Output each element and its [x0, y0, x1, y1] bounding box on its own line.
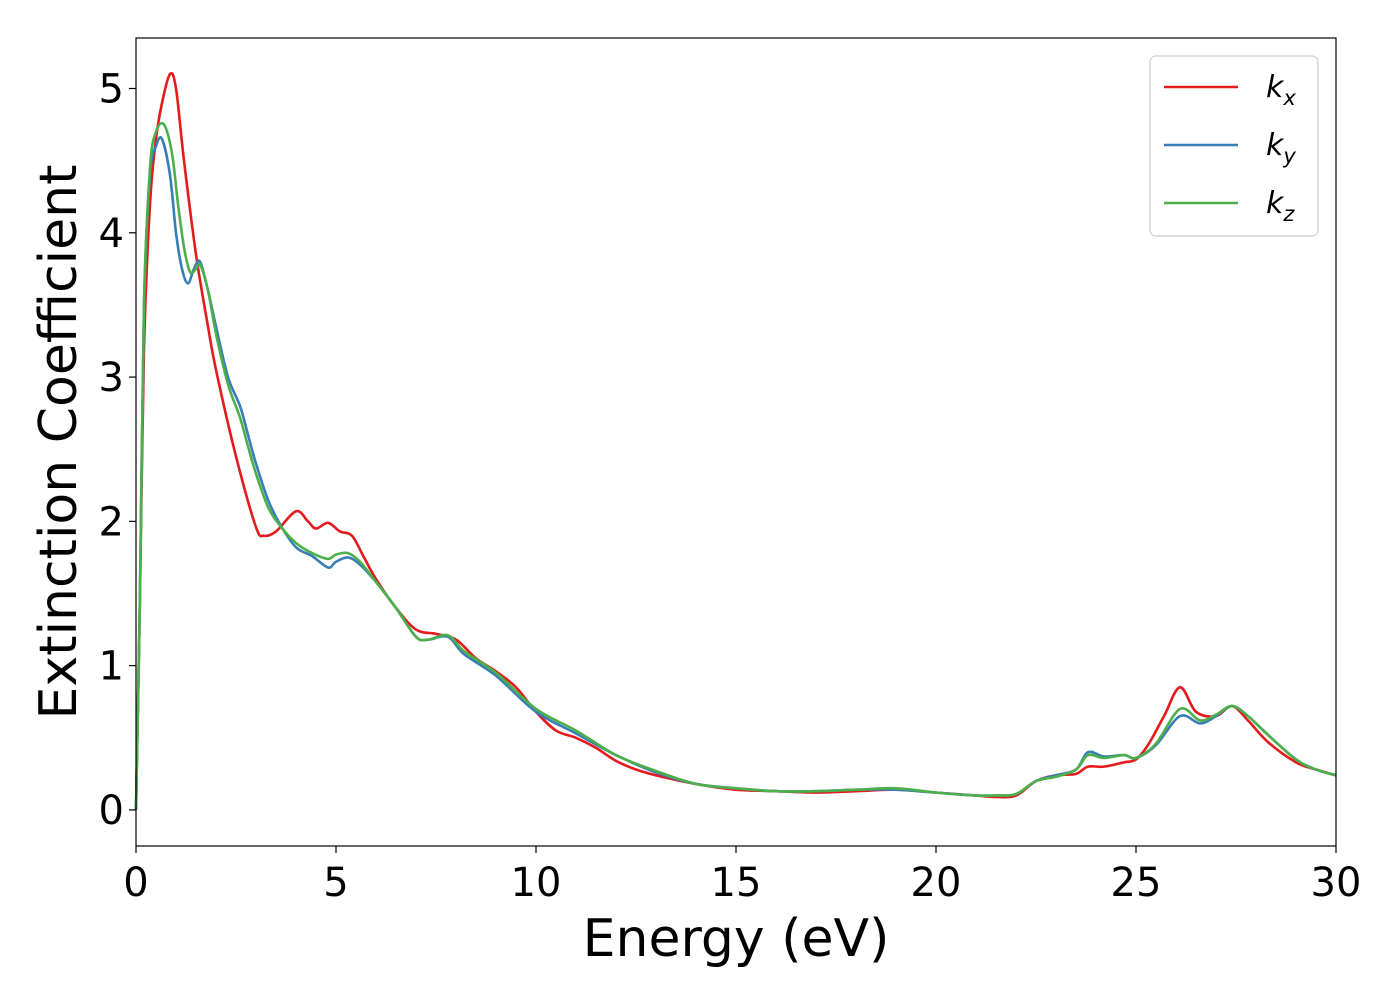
legend-label-y: ky — [1266, 128, 1296, 168]
y-tick-label: 3 — [99, 355, 124, 401]
x-tick-label: 0 — [123, 860, 148, 906]
x-tick-label: 15 — [711, 860, 762, 906]
legend-label-z: kz — [1266, 186, 1295, 226]
y-tick-label: 2 — [99, 499, 124, 545]
y-tick-label: 0 — [99, 788, 124, 834]
y-axis: 0 1 2 3 4 5 — [99, 67, 136, 834]
y-tick-label: 5 — [99, 67, 124, 113]
x-tick-label: 10 — [511, 860, 562, 906]
x-axis: 0 5 10 15 20 25 30 — [123, 846, 1361, 906]
legend-items: kx ky kz — [1164, 70, 1296, 226]
y-axis-label: Extinction Coefficient — [29, 165, 89, 720]
x-tick-label: 30 — [1311, 860, 1362, 906]
legend: kx ky kz — [1149, 55, 1319, 237]
series-layer — [134, 71, 1337, 810]
series-line-z — [134, 121, 1337, 810]
y-tick-label: 1 — [99, 644, 124, 690]
x-axis-label: Energy (eV) — [583, 909, 890, 969]
y-tick-label: 4 — [99, 211, 124, 257]
plot-area — [136, 38, 1336, 846]
x-tick-label: 20 — [911, 860, 962, 906]
legend-label-x: kx — [1266, 70, 1296, 110]
x-tick-label: 5 — [323, 860, 348, 906]
x-tick-label: 25 — [1111, 860, 1162, 906]
